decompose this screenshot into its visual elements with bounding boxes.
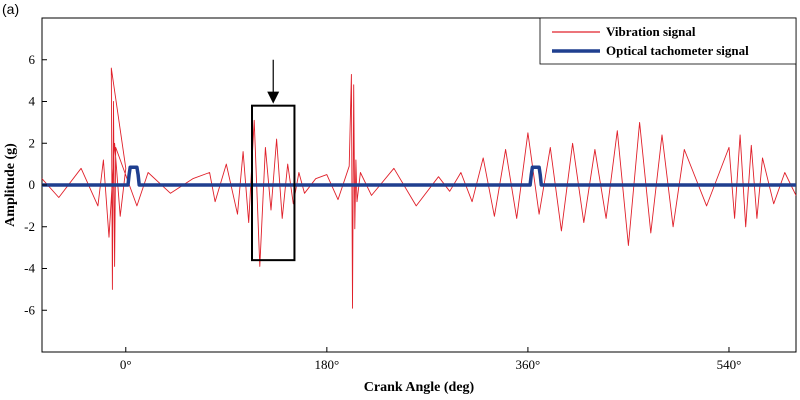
x-tick-label: 540° [717,357,742,372]
x-tick-label: 360° [516,357,541,372]
y-tick-label: 2 [29,135,36,150]
x-tick-label: 0° [120,357,132,372]
legend-box [539,17,797,65]
x-tick-label: 180° [314,357,339,372]
plot-area [41,17,797,353]
legend-label-tachometer: Optical tachometer signal [606,43,749,58]
x-axis-label: Crank Angle (deg) [364,380,475,395]
y-tick-label: -6 [24,302,35,317]
y-tick-label: -2 [24,219,35,234]
y-axis-label: Amplitude (g) [3,143,18,227]
series-layer [41,67,797,309]
y-tick-label: 6 [29,52,36,67]
y-tick-label: -4 [24,261,35,276]
legend: Vibration signal Optical tachometer sign… [539,17,797,65]
legend-label-vibration: Vibration signal [606,24,696,39]
arrow-head-icon [267,91,280,104]
y-axis: 6 4 2 0 -2 -4 -6 [24,52,47,317]
x-axis: 0° 180° 360° 540° [120,347,741,372]
highlight-box [251,104,296,262]
y-tick-label: 4 [29,94,36,109]
panel-tag: (a) [2,1,19,17]
annotation-layer [251,59,296,262]
y-tick-label: 0 [29,177,36,192]
tachometer-signal-line [42,165,796,187]
